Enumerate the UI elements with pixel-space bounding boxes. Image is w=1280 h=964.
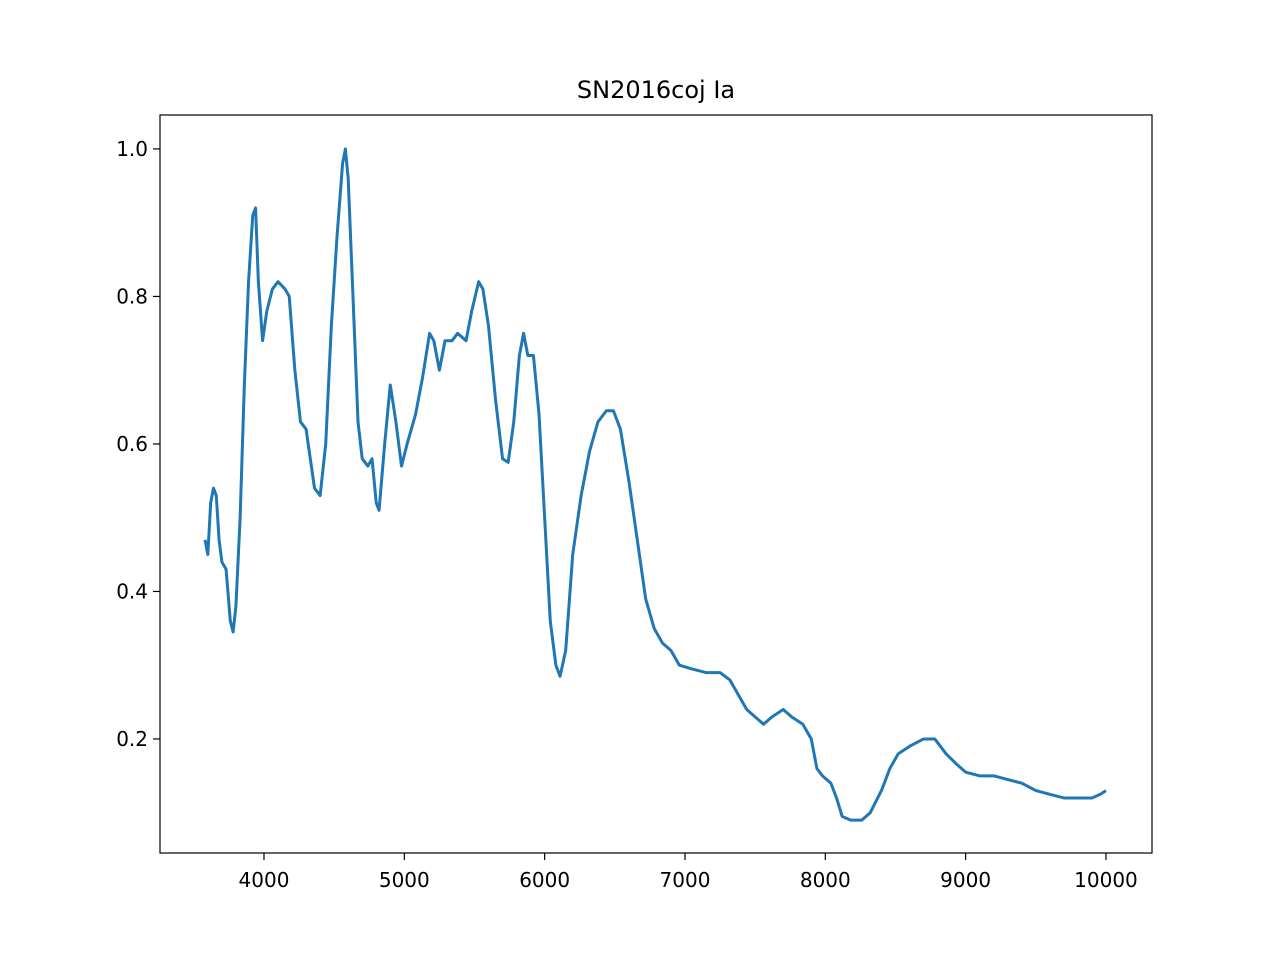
y-tick-label: 0.6	[116, 432, 148, 456]
y-tick-label: 0.4	[116, 579, 148, 603]
x-tick-label: 4000	[239, 868, 290, 892]
plot-frame	[159, 114, 1153, 854]
spectrum-line	[203, 147, 1107, 822]
y-tick-label: 0.2	[116, 727, 148, 751]
y-tick-label: 1.0	[116, 137, 148, 161]
x-tick-label: 9000	[940, 868, 991, 892]
y-tick-label: 0.8	[116, 284, 148, 308]
chart-title: SN2016coj Ia	[577, 76, 735, 104]
x-tick-label: 7000	[660, 868, 711, 892]
x-tick-label: 5000	[379, 868, 430, 892]
x-tick-label: 6000	[519, 868, 570, 892]
x-tick-label: 10000	[1074, 868, 1138, 892]
x-tick-label: 8000	[800, 868, 851, 892]
